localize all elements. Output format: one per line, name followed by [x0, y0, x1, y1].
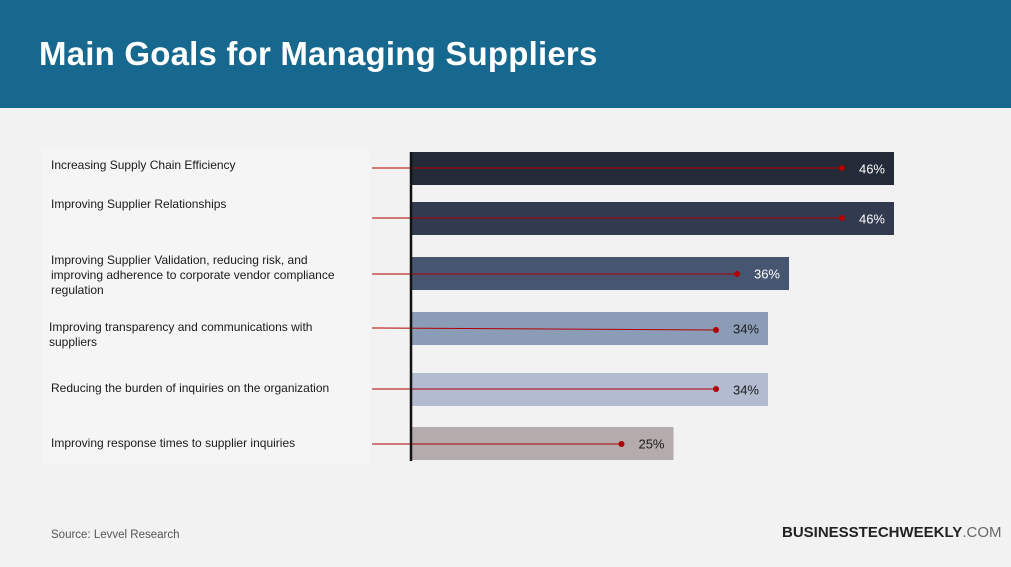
- data-label: 46%: [859, 162, 885, 177]
- leader-dot: [618, 441, 625, 447]
- brand-name: BUSINESSTECHWEEKLY: [782, 524, 963, 541]
- brand-domain: .COM: [962, 524, 1002, 541]
- data-label: 25%: [638, 437, 664, 452]
- label-panel: [42, 148, 370, 464]
- leader-dot: [734, 271, 740, 277]
- data-label: 36%: [754, 267, 780, 282]
- category-label: Improving Supplier Validation, reducing …: [51, 253, 335, 297]
- leader-line: [371, 327, 717, 331]
- page-title: Main Goals for Managing Suppliers: [39, 35, 598, 72]
- source-note: Source: Levvel Research: [51, 529, 180, 541]
- leader-dot: [839, 165, 845, 171]
- header-banner: Main Goals for Managing Suppliers: [0, 0, 1011, 108]
- category-label: Improving response times to supplier inq…: [51, 436, 296, 450]
- data-label: 34%: [733, 383, 759, 398]
- leader-dot: [839, 215, 845, 221]
- brand-logo: BUSINESSTECHWEEKLY.COM: [782, 524, 1001, 541]
- data-label: 34%: [733, 322, 759, 337]
- leader-dot: [713, 327, 719, 333]
- category-label: Improving transparency and communication…: [49, 320, 313, 349]
- category-label: Improving Supplier Relationships: [51, 197, 227, 211]
- category-label: Increasing Supply Chain Efficiency: [51, 158, 236, 172]
- leader-dot: [713, 386, 719, 392]
- category-label: Reducing the burden of inquiries on the …: [51, 381, 330, 395]
- data-label: 46%: [859, 212, 885, 227]
